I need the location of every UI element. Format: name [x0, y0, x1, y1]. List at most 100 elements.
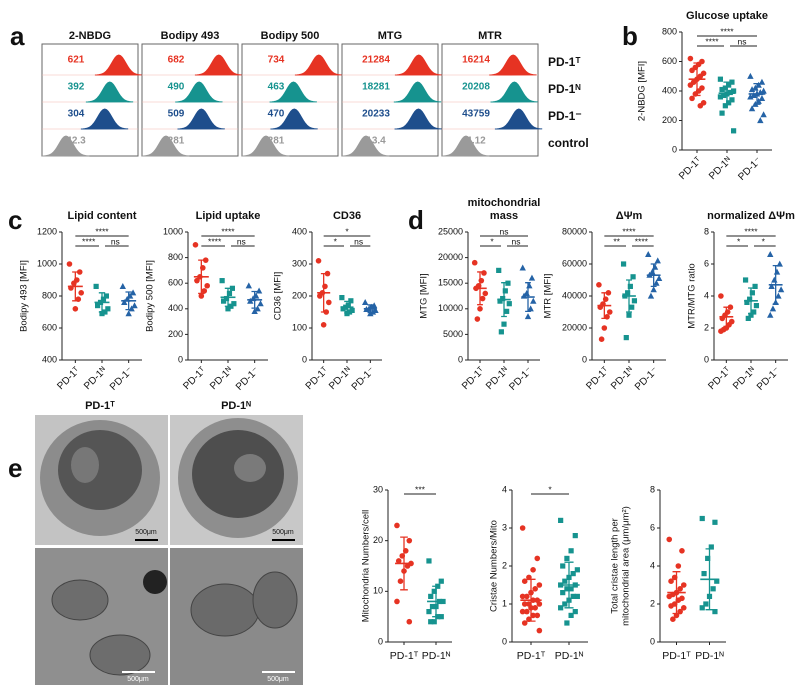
- y-axis-label: Mitochondria Numbers/cell: [361, 510, 372, 622]
- point: [527, 305, 534, 312]
- histogram-frame: [241, 43, 339, 157]
- point: [626, 312, 632, 318]
- chart-title: Lipid uptake: [196, 210, 261, 222]
- mfi-value: 43759: [462, 109, 490, 120]
- error-bar: [72, 271, 79, 302]
- significance-label: *: [737, 236, 741, 246]
- x-tick-label: PD-1ᴺ: [82, 365, 109, 392]
- point: [712, 609, 718, 615]
- point: [560, 590, 566, 596]
- y-tick-label: 5000: [443, 329, 463, 339]
- error-bar: [772, 264, 779, 305]
- point: [687, 82, 694, 88]
- x-tick-label: PD-1ᵀ: [55, 365, 82, 392]
- mfi-value: 18281: [362, 82, 390, 93]
- x-tick-label: PD-1⁻: [350, 365, 378, 393]
- histogram: [270, 108, 318, 130]
- point: [397, 578, 404, 584]
- panel-label: c: [8, 205, 22, 235]
- point: [519, 608, 526, 615]
- y-tick-label: 10000: [438, 303, 463, 313]
- point: [521, 601, 528, 607]
- x-tick-label: PD-1ᴺ: [484, 365, 511, 392]
- point: [519, 264, 526, 271]
- point: [536, 627, 543, 634]
- chart-title: Glucose uptake: [686, 10, 768, 22]
- error-bar: [526, 578, 536, 622]
- error-bar: [748, 287, 754, 315]
- mfi-value: 21284: [362, 55, 390, 66]
- y-tick-label: 40000: [562, 290, 587, 300]
- point: [620, 261, 627, 267]
- point: [125, 310, 132, 317]
- point: [129, 289, 137, 296]
- point: [404, 563, 411, 569]
- y-tick-label: 1000: [37, 258, 57, 268]
- micrograph-title: PD-1ᵀ: [85, 400, 115, 412]
- chart-title: Lipid content: [67, 210, 136, 222]
- point: [251, 307, 258, 314]
- histogram: [394, 54, 443, 76]
- point: [689, 95, 695, 102]
- point: [534, 555, 541, 562]
- point: [769, 305, 777, 312]
- panel-label: e: [8, 453, 22, 483]
- point: [729, 79, 735, 85]
- point: [245, 282, 252, 289]
- histogram: [177, 108, 225, 130]
- point: [247, 297, 254, 304]
- point: [731, 128, 737, 134]
- point: [339, 295, 345, 301]
- mitochondrion: [51, 579, 109, 621]
- y-tick-label: 1200: [37, 226, 57, 236]
- point: [748, 105, 756, 112]
- point: [699, 515, 705, 522]
- y-tick-label: 0: [704, 354, 709, 364]
- point: [406, 537, 413, 544]
- mfi-value: 509: [168, 109, 185, 120]
- histogram: [242, 135, 290, 157]
- error-bar: [650, 263, 657, 288]
- point: [742, 277, 749, 283]
- y-tick-label: 60000: [562, 258, 587, 268]
- scale-label: 500μm: [135, 529, 157, 536]
- y-tick-label: 400: [292, 226, 307, 236]
- point: [598, 336, 605, 343]
- point: [479, 295, 486, 302]
- scale-label: 500μm: [272, 529, 294, 536]
- point: [324, 270, 331, 277]
- point: [710, 586, 716, 592]
- significance-label: ****: [95, 226, 109, 236]
- y-tick-label: 400: [42, 354, 57, 364]
- error-bar: [320, 272, 327, 313]
- y-tick-label: 600: [168, 278, 183, 288]
- panel-label: b: [622, 21, 638, 51]
- point: [219, 278, 225, 284]
- y-tick-label: 0: [178, 354, 183, 364]
- y-tick-label: 400: [662, 85, 677, 95]
- point: [717, 94, 723, 100]
- point: [596, 282, 602, 288]
- x-tick-label: PD-1ᴺ: [609, 365, 636, 392]
- y-axis-label: CD36 [MFI]: [273, 272, 284, 321]
- point: [438, 614, 444, 620]
- y-tick-label: 800: [168, 252, 183, 262]
- y-axis-label: Bodipy 500 [MFI]: [145, 260, 156, 332]
- point: [406, 618, 413, 625]
- point: [680, 582, 687, 588]
- y-tick-label: 2: [704, 322, 709, 332]
- mfi-value: 734: [268, 55, 285, 66]
- point: [705, 555, 711, 561]
- point: [773, 268, 781, 275]
- error-bar: [432, 585, 440, 618]
- point: [519, 525, 526, 531]
- significance-label: *: [762, 236, 766, 246]
- point: [131, 302, 138, 309]
- significance-label: ns: [512, 236, 521, 246]
- point: [229, 285, 235, 291]
- y-tick-label: 200: [168, 329, 183, 339]
- y-tick-label: 800: [662, 26, 677, 36]
- error-bar: [501, 282, 507, 318]
- point: [474, 316, 481, 322]
- point: [477, 306, 483, 312]
